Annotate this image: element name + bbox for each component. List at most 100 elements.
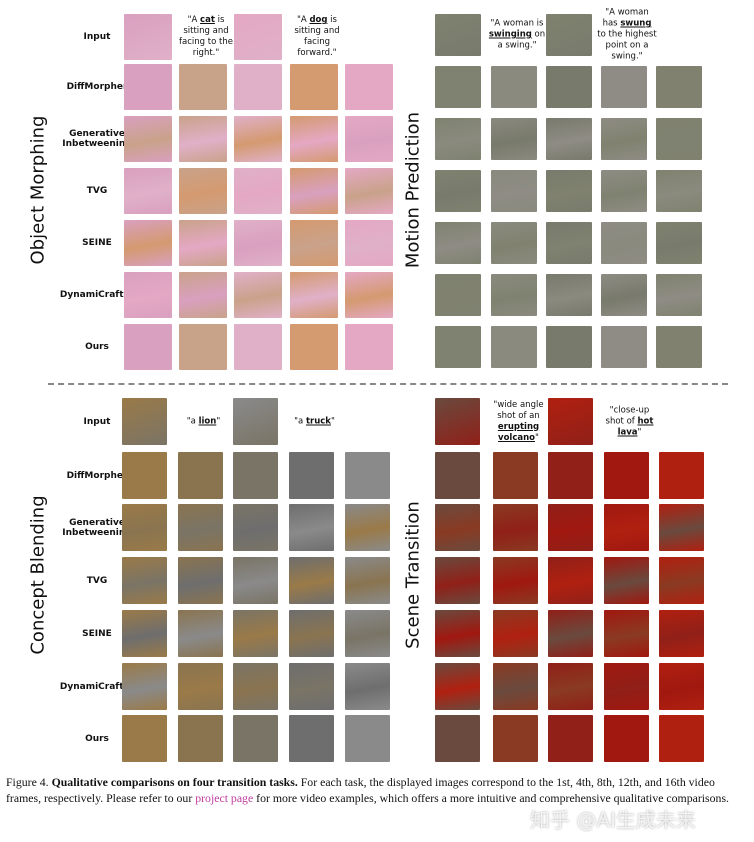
frame-image: [345, 557, 390, 604]
input-prompt-2: "A dog is sitting and facing forward.": [286, 15, 348, 59]
prompt-pre: "A woman has: [602, 7, 649, 29]
frame-image: [493, 504, 538, 551]
prompt-post: ": [637, 427, 642, 437]
row-label-input: Input: [83, 32, 111, 42]
frame-image: [659, 610, 704, 657]
frame-image: [124, 168, 172, 214]
frame-image: [122, 504, 167, 551]
frame-image: [179, 220, 227, 266]
input-prompt-2: "close-up shot of hot lava": [600, 405, 659, 438]
frame-image: [656, 274, 702, 316]
frame-image: [435, 452, 480, 499]
prompt-key: dog: [309, 15, 328, 25]
row-label-diffmorpher: DiffMorpher: [66, 82, 128, 92]
frame-image: [601, 326, 647, 368]
frame-image: [289, 610, 334, 657]
frame-image: [435, 663, 480, 710]
frame-image: [548, 663, 593, 710]
frame-image: [656, 118, 702, 160]
frame-image: [659, 663, 704, 710]
frame-image: [493, 557, 538, 604]
row-label-input: Input: [83, 416, 111, 427]
prompt-key: erupting volcano: [497, 421, 540, 443]
frame-image: [435, 326, 481, 368]
frame-image: [124, 324, 172, 370]
frame-image: [435, 66, 481, 108]
figure-caption: Figure 4. Qualitative comparisons on fou…: [6, 774, 750, 806]
frame-image: [345, 452, 390, 499]
frame-image: [345, 168, 393, 214]
input-prompt-1: "a lion": [174, 416, 233, 427]
frame-image: [345, 504, 390, 551]
frame-image: [548, 557, 593, 604]
frame-image: [656, 66, 702, 108]
prompt-post: is sitting and facing forward.": [294, 15, 340, 58]
caption-bold: Qualitative comparisons on four transiti…: [51, 775, 298, 789]
frame-image: [234, 64, 282, 110]
frame-image: [491, 170, 537, 212]
frame-image: [289, 452, 334, 499]
prompt-key: cat: [200, 15, 215, 25]
frame-image: [289, 663, 334, 710]
frame-image: [491, 222, 537, 264]
row-label-ours: Ours: [85, 733, 109, 744]
row-label-dynamicrafter: DynamiCrafter: [59, 290, 135, 300]
frame-image: [178, 663, 223, 710]
input-prompt-2: "a truck": [285, 416, 344, 427]
input-image-1: [122, 398, 167, 445]
frame-image: [290, 168, 338, 214]
input-prompt-2: "A woman has swung to the highest point …: [597, 8, 657, 63]
frame-image: [656, 222, 702, 264]
frame-image: [289, 504, 334, 551]
row-label-seine: SEINE: [82, 628, 112, 639]
caption-prefix: Figure 4.: [6, 775, 49, 789]
frame-image: [122, 610, 167, 657]
panel-title-scene-transition: Scene Transition: [402, 501, 424, 649]
frame-image: [546, 66, 592, 108]
row-label-tvg: TVG: [86, 575, 108, 586]
prompt-key: swinging: [488, 29, 532, 40]
prompt-pre: "A: [297, 15, 310, 25]
frame-image: [435, 715, 480, 762]
prompt-pre: "A: [187, 15, 201, 25]
frame-image: [604, 715, 649, 762]
prompt-pre: "wide angle shot of an: [493, 399, 544, 421]
frame-image: [546, 170, 592, 212]
frame-image: [124, 272, 172, 318]
frame-image: [124, 64, 172, 110]
frame-image: [233, 663, 278, 710]
row-label-diffmorpher: DiffMorpher: [66, 470, 128, 481]
frame-image: [234, 168, 282, 214]
prompt-pre: "A woman is: [490, 18, 544, 29]
prompt-key: swung: [620, 18, 652, 29]
frame-image: [493, 715, 538, 762]
frame-image: [233, 610, 278, 657]
row-label-seine: SEINE: [82, 238, 112, 248]
frame-image: [548, 504, 593, 551]
project-page-link[interactable]: project page: [195, 791, 254, 805]
frame-image: [601, 118, 647, 160]
frame-image: [345, 715, 390, 762]
frame-image: [659, 557, 704, 604]
panel-title-motion-prediction: Motion Prediction: [402, 111, 424, 269]
frame-image: [604, 452, 649, 499]
frame-image: [178, 715, 223, 762]
frame-image: [659, 452, 704, 499]
panel-title-concept-blending: Concept Blending: [27, 495, 49, 655]
frame-image: [656, 326, 702, 368]
frame-image: [435, 504, 480, 551]
frame-image: [493, 663, 538, 710]
frame-image: [234, 220, 282, 266]
frame-image: [435, 557, 480, 604]
frame-image: [435, 118, 481, 160]
prompt-post: ": [535, 432, 539, 443]
frame-image: [435, 610, 480, 657]
frame-image: [601, 274, 647, 316]
frame-image: [290, 220, 338, 266]
frame-image: [234, 272, 282, 318]
frame-image: [659, 504, 704, 551]
frame-image: [604, 557, 649, 604]
input-prompt-1: "A cat is sitting and facing to the righ…: [175, 15, 237, 59]
caption-text-end: for more video examples, which offers a …: [253, 791, 729, 805]
caption-text: For each task, the displayed images corr…: [6, 775, 715, 805]
